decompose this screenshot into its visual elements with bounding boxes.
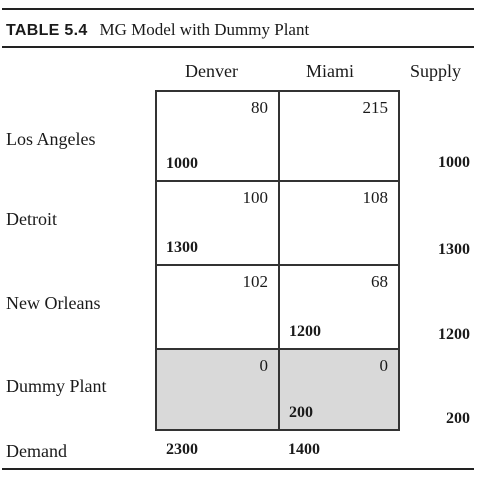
column-header-denver: Denver [185,61,238,81]
cell-cost: 68 [371,272,388,291]
supply-new-orleans: 1200 [438,326,470,343]
row-label-dummy-plant: Dummy Plant [6,376,107,396]
cell-cost: 215 [362,98,389,117]
cell-allocation: 1300 [166,239,198,256]
demand-miami: 1400 [288,441,320,458]
cell-detroit-denver: 100 1300 [157,182,280,266]
row-label-detroit: Detroit [6,209,57,229]
cost-grid: 80 1000 215 100 1300 108 102 68 1200 0 [155,90,400,431]
header-rule [2,46,474,48]
cell-cost: 0 [379,356,389,375]
cell-dummy-plant-miami: 0 200 [280,350,398,429]
row-label-new-orleans: New Orleans [6,293,101,313]
top-rule [2,8,474,10]
cell-los-angeles-miami: 215 [280,92,398,182]
cell-allocation: 1000 [166,155,198,172]
demand-denver: 2300 [166,441,198,458]
supply-los-angeles: 1000 [438,154,470,171]
table-title: MG Model with Dummy Plant [99,20,310,39]
table-caption: TABLE 5.4 MG Model with Dummy Plant [6,18,474,44]
cell-new-orleans-miami: 68 1200 [280,266,398,350]
cell-new-orleans-denver: 102 [157,266,280,350]
cell-cost: 0 [259,356,269,375]
column-header-supply: Supply [410,61,462,81]
cell-detroit-miami: 108 [280,182,398,266]
cell-allocation: 200 [289,404,313,421]
cell-los-angeles-denver: 80 1000 [157,92,280,182]
cell-dummy-plant-denver: 0 [157,350,280,429]
cell-cost: 108 [362,188,389,207]
table-number: TABLE 5.4 [6,22,88,39]
cell-cost: 80 [251,98,268,117]
cell-cost: 100 [242,188,269,207]
row-label-los-angeles: Los Angeles [6,129,96,149]
column-header-miami: Miami [306,61,354,81]
row-label-demand: Demand [6,441,67,461]
cell-allocation: 1200 [289,323,321,340]
cell-cost: 102 [242,272,269,291]
supply-detroit: 1300 [438,241,470,258]
supply-dummy-plant: 200 [446,410,470,427]
bottom-rule [2,468,474,470]
